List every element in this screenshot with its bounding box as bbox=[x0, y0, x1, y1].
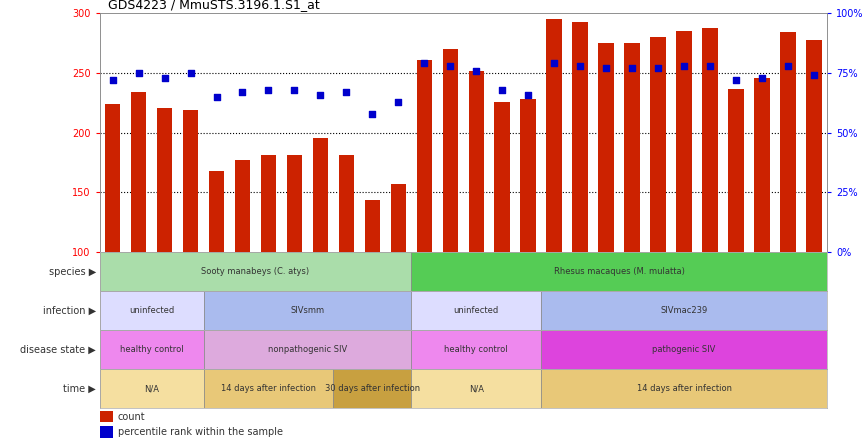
Bar bbox=[520, 99, 536, 252]
Text: GDS4223 / MmuSTS.3196.1.S1_at: GDS4223 / MmuSTS.3196.1.S1_at bbox=[108, 0, 320, 11]
Point bbox=[417, 60, 431, 67]
Text: species ▶: species ▶ bbox=[48, 267, 96, 277]
Bar bbox=[411, 369, 541, 408]
Bar bbox=[100, 330, 204, 369]
Bar bbox=[541, 291, 827, 330]
Text: nonpathogenic SIV: nonpathogenic SIV bbox=[268, 345, 347, 354]
Bar bbox=[546, 19, 562, 252]
Text: percentile rank within the sample: percentile rank within the sample bbox=[118, 427, 283, 437]
Text: SIVmac239: SIVmac239 bbox=[661, 306, 708, 315]
Bar bbox=[333, 369, 411, 408]
Bar bbox=[411, 291, 541, 330]
Text: SIVsmm: SIVsmm bbox=[290, 306, 325, 315]
Bar bbox=[261, 155, 276, 252]
Text: uninfected: uninfected bbox=[129, 306, 174, 315]
Bar bbox=[754, 78, 770, 252]
Bar bbox=[235, 160, 250, 252]
Text: disease state ▶: disease state ▶ bbox=[20, 345, 96, 355]
Point bbox=[625, 65, 639, 72]
Point bbox=[236, 89, 249, 96]
Point bbox=[495, 86, 509, 93]
Point bbox=[703, 62, 717, 69]
Bar bbox=[417, 60, 432, 252]
Bar bbox=[728, 88, 744, 252]
Point bbox=[132, 70, 145, 77]
Bar bbox=[541, 369, 827, 408]
Bar bbox=[469, 71, 484, 252]
Text: time ▶: time ▶ bbox=[63, 384, 96, 394]
Text: healthy control: healthy control bbox=[120, 345, 184, 354]
Point bbox=[210, 93, 223, 100]
Bar bbox=[313, 138, 328, 252]
Point bbox=[781, 62, 795, 69]
Point bbox=[365, 110, 379, 117]
Bar bbox=[100, 426, 113, 438]
Point bbox=[573, 62, 587, 69]
Text: N/A: N/A bbox=[144, 385, 159, 393]
Bar bbox=[287, 155, 302, 252]
Point bbox=[106, 77, 120, 84]
Bar bbox=[100, 411, 113, 423]
Bar bbox=[624, 43, 640, 252]
Bar bbox=[157, 108, 172, 252]
Text: Rhesus macaques (M. mulatta): Rhesus macaques (M. mulatta) bbox=[553, 267, 685, 276]
Point bbox=[184, 70, 197, 77]
Bar bbox=[100, 252, 411, 291]
Bar bbox=[494, 102, 510, 252]
Point bbox=[391, 98, 405, 105]
Bar bbox=[411, 330, 541, 369]
Point bbox=[443, 62, 457, 69]
Text: 30 days after infection: 30 days after infection bbox=[325, 385, 420, 393]
Bar bbox=[598, 43, 614, 252]
Point bbox=[755, 74, 769, 81]
Text: N/A: N/A bbox=[469, 385, 484, 393]
Bar bbox=[339, 155, 354, 252]
Text: count: count bbox=[118, 412, 145, 421]
Bar bbox=[131, 92, 146, 252]
Point bbox=[262, 86, 275, 93]
Bar bbox=[541, 330, 827, 369]
Bar bbox=[365, 200, 380, 252]
Point bbox=[729, 77, 743, 84]
Point bbox=[599, 65, 613, 72]
Text: 14 days after infection: 14 days after infection bbox=[221, 385, 316, 393]
Bar bbox=[443, 49, 458, 252]
Bar bbox=[806, 40, 822, 252]
Bar bbox=[183, 110, 198, 252]
Point bbox=[288, 86, 301, 93]
Bar bbox=[209, 171, 224, 252]
Point bbox=[339, 89, 353, 96]
Bar bbox=[650, 37, 666, 252]
Point bbox=[313, 91, 327, 98]
Bar bbox=[204, 369, 333, 408]
Point bbox=[547, 60, 561, 67]
Point bbox=[469, 67, 483, 74]
Text: 14 days after infection: 14 days after infection bbox=[637, 385, 732, 393]
Point bbox=[521, 91, 535, 98]
Text: healthy control: healthy control bbox=[444, 345, 508, 354]
Text: pathogenic SIV: pathogenic SIV bbox=[652, 345, 716, 354]
Bar bbox=[411, 252, 827, 291]
Bar bbox=[100, 291, 204, 330]
Bar bbox=[572, 22, 588, 252]
Text: uninfected: uninfected bbox=[454, 306, 499, 315]
Text: Sooty manabeys (C. atys): Sooty manabeys (C. atys) bbox=[202, 267, 309, 276]
Bar bbox=[204, 330, 411, 369]
Bar bbox=[105, 104, 120, 252]
Point bbox=[677, 62, 691, 69]
Bar bbox=[391, 184, 406, 252]
Bar bbox=[780, 32, 796, 252]
Bar bbox=[702, 28, 718, 252]
Point bbox=[158, 74, 171, 81]
Text: infection ▶: infection ▶ bbox=[42, 306, 96, 316]
Point bbox=[651, 65, 665, 72]
Bar bbox=[676, 31, 692, 252]
Bar bbox=[204, 291, 411, 330]
Point bbox=[807, 72, 821, 79]
Bar bbox=[100, 369, 204, 408]
